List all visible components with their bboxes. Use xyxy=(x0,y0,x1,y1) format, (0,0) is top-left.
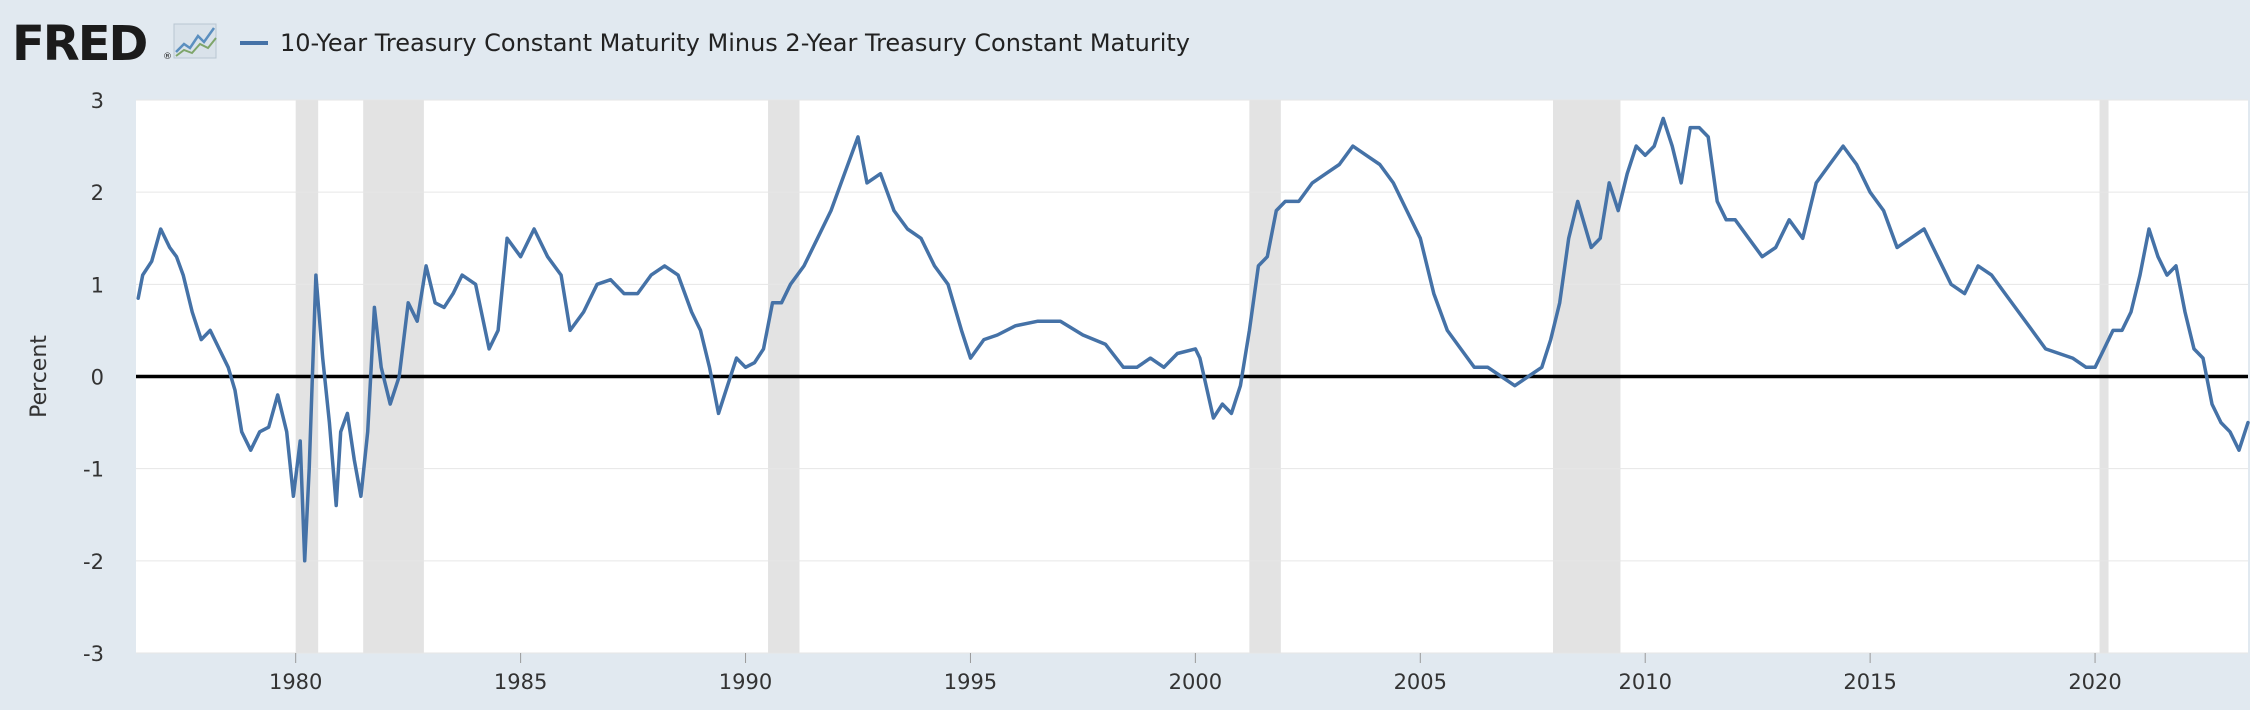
x-tick-label: 1985 xyxy=(494,670,547,694)
x-tick-label: 1980 xyxy=(269,670,322,694)
series-line xyxy=(136,116,2250,563)
y-axis-ticks: 3 2 1 0 -1 -2 -3 xyxy=(83,89,104,666)
legend: 10-Year Treasury Constant Maturity Minus… xyxy=(240,24,1190,62)
x-tick-label: 1990 xyxy=(719,670,772,694)
y-tick-label: -2 xyxy=(83,550,104,574)
x-tick-label: 2020 xyxy=(2068,670,2121,694)
y-tick-label: 2 xyxy=(91,181,104,205)
x-axis-ticks: 1980 1985 1990 1995 2000 2005 2010 2015 2020 xyxy=(269,653,2122,694)
y-axis-label: Percent xyxy=(27,335,52,418)
chart-header: FRED ® 10-Year Treasury Constant Maturit… xyxy=(0,0,2250,90)
y-tick-label: 0 xyxy=(91,366,104,390)
line-graph-icon xyxy=(173,23,217,59)
y-tick-label: 1 xyxy=(91,273,104,297)
registered-mark: ® xyxy=(163,52,172,62)
y-tick-label: -1 xyxy=(83,458,104,482)
x-tick-label: 2005 xyxy=(1394,670,1447,694)
y-tick-label: 3 xyxy=(91,89,104,113)
fred-logo[interactable]: FRED xyxy=(12,16,148,72)
x-tick-label: 2015 xyxy=(1843,670,1896,694)
legend-label: 10-Year Treasury Constant Maturity Minus… xyxy=(280,29,1191,57)
x-tick-label: 1995 xyxy=(944,670,997,694)
y-tick-label: -3 xyxy=(83,642,104,666)
legend-swatch xyxy=(240,41,268,45)
x-tick-label: 2000 xyxy=(1169,670,1222,694)
x-tick-label: 2010 xyxy=(1618,670,1671,694)
